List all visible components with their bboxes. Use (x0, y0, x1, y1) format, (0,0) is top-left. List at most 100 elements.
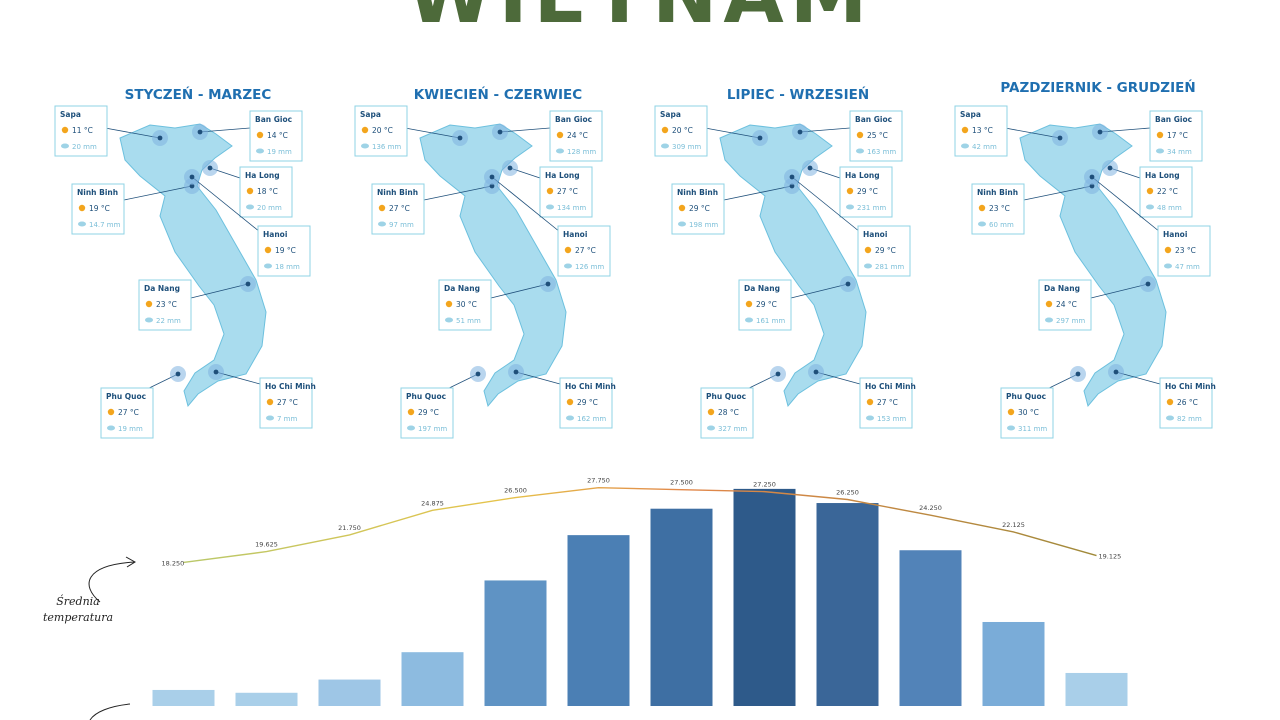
value-label: 19.125 (1099, 553, 1122, 561)
bar (484, 580, 547, 706)
city-name: Hanoi (563, 230, 587, 239)
value-label: 27.250 (753, 481, 776, 489)
rain-icon (866, 415, 874, 421)
rain-icon (1045, 317, 1053, 323)
city-name: Ninh Binh (377, 188, 418, 197)
rain-icon (1164, 263, 1172, 269)
bar (982, 621, 1045, 706)
city-rain: 97 mm (389, 221, 414, 229)
rain-icon (145, 317, 153, 323)
city-rain: 162 mm (577, 415, 606, 423)
city-rain: 136 mm (372, 143, 401, 151)
city-name: Sapa (60, 110, 81, 119)
city-dot (1097, 129, 1103, 135)
city-dot (807, 165, 813, 171)
city-name: Hanoi (1163, 230, 1187, 239)
city-rain: 7 mm (277, 415, 297, 423)
sun-icon (445, 300, 453, 308)
rain-icon (361, 143, 369, 149)
sun-icon (707, 408, 715, 416)
value-label: 24.875 (421, 499, 444, 507)
city-name: Phu Quoc (406, 392, 446, 401)
sun-icon (1166, 398, 1174, 406)
city-temp: 27 °C (575, 246, 596, 255)
sun-icon (546, 187, 554, 195)
rain-icon (564, 263, 572, 269)
city-rain: 19 mm (267, 148, 292, 156)
sun-icon (1045, 300, 1053, 308)
connector (104, 127, 161, 139)
city-dot (513, 369, 519, 375)
city-dot (497, 129, 503, 135)
rain-icon (107, 425, 115, 431)
city-dot (189, 174, 195, 180)
rain-icon (445, 317, 453, 323)
rain-icon (707, 425, 715, 431)
sun-icon (661, 126, 669, 134)
city-name: Ninh Binh (977, 188, 1018, 197)
city-name: Ha Long (845, 171, 880, 180)
sun-icon (1146, 187, 1154, 195)
rain-icon (566, 415, 574, 421)
city-name: Da Nang (444, 284, 480, 293)
city-temp: 17 °C (1167, 131, 1188, 140)
annotation-line: Średnia (56, 594, 100, 608)
city-dot (1113, 369, 1119, 375)
city-name: Phu Quoc (1006, 392, 1046, 401)
rain-icon (745, 317, 753, 323)
city-rain: 281 mm (875, 263, 904, 271)
sun-icon (378, 204, 386, 212)
city-temp: 19 °C (89, 204, 110, 213)
value-label: 27.750 (587, 477, 610, 485)
rain-icon (1146, 204, 1154, 210)
city-dot (475, 371, 481, 377)
city-temp: 23 °C (156, 300, 177, 309)
rain-icon (246, 204, 254, 210)
city-temp: 11 °C (72, 126, 93, 135)
city-temp: 20 °C (672, 126, 693, 135)
city-temp: 27 °C (277, 398, 298, 407)
rain-icon (556, 148, 564, 154)
sun-icon (266, 398, 274, 406)
rain-icon (856, 148, 864, 154)
sun-icon (61, 126, 69, 134)
rain-icon (546, 204, 554, 210)
bar (899, 550, 962, 706)
city-dot (1057, 135, 1063, 141)
city-rain: 126 mm (575, 263, 604, 271)
value-label: 22.125 (1002, 521, 1025, 529)
city-dot (1145, 281, 1151, 287)
city-name: Sapa (960, 110, 981, 119)
rain-icon (264, 263, 272, 269)
connector (1023, 185, 1093, 201)
city-name: Ho Chi Minh (565, 382, 616, 391)
city-name: Ha Long (245, 171, 280, 180)
city-temp: 27 °C (877, 398, 898, 407)
city-temp: 29 °C (875, 246, 896, 255)
city-temp: 23 °C (1175, 246, 1196, 255)
city-dot (757, 135, 763, 141)
map-panel: STYCZEŃ - MARZEC Sapa 11 °C 20 mm Ban Gioc 14… (54, 85, 316, 439)
sun-icon (556, 131, 564, 139)
sun-icon (846, 187, 854, 195)
city-dot (245, 281, 251, 287)
city-rain: 153 mm (877, 415, 906, 423)
rain-icon (978, 221, 986, 227)
rain-icon (378, 221, 386, 227)
city-temp: 13 °C (972, 126, 993, 135)
sun-icon (1164, 246, 1172, 254)
bar (567, 535, 630, 706)
annotation: Średnia temperatura (43, 594, 113, 624)
city-dot (1089, 174, 1095, 180)
city-rain: 311 mm (1018, 425, 1047, 433)
connector (499, 127, 551, 133)
city-temp: 26 °C (1177, 398, 1198, 407)
rain-icon (661, 143, 669, 149)
city-rain: 42 mm (972, 143, 997, 151)
city-dot (775, 371, 781, 377)
city-temp: 27 °C (557, 187, 578, 196)
city-name: Hanoi (263, 230, 287, 239)
city-temp: 29 °C (577, 398, 598, 407)
sun-icon (1156, 131, 1164, 139)
